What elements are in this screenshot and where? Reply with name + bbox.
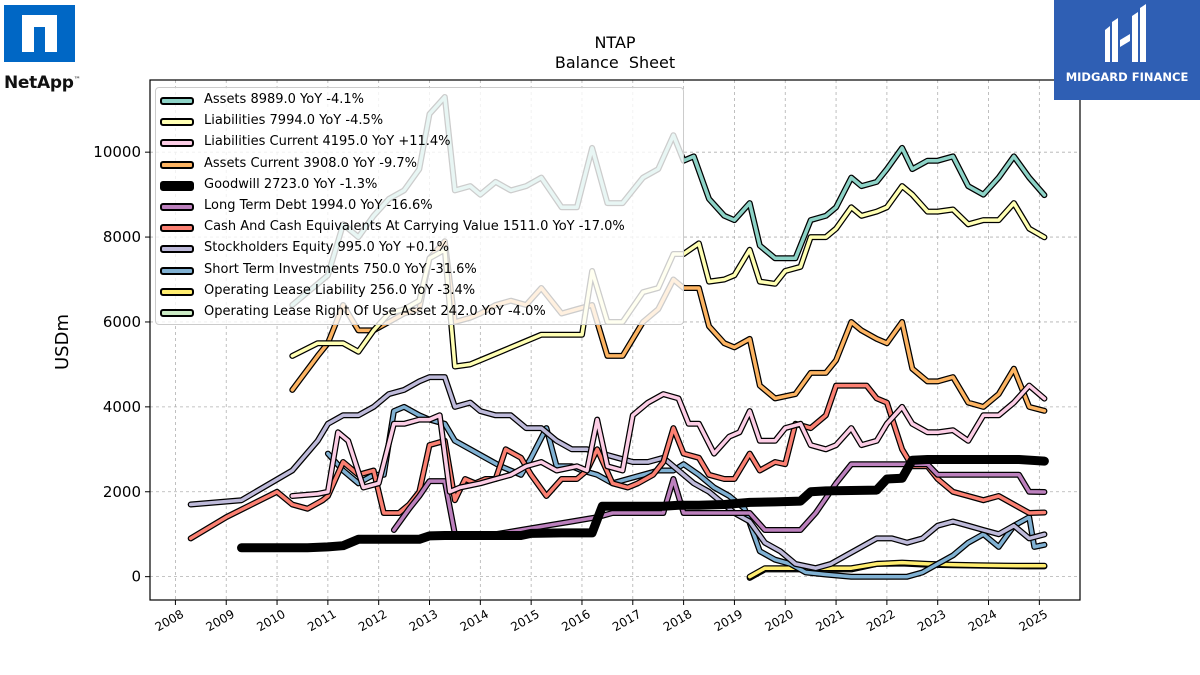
chart-title: NTAP — [594, 33, 635, 52]
legend-swatch — [160, 203, 194, 211]
x-tick-label: 2010 — [254, 607, 287, 634]
legend-label: Cash And Cash Equivalents At Carrying Va… — [204, 219, 625, 235]
netapp-logo-text: NetApp™ — [4, 73, 81, 93]
x-tick-label: 2008 — [153, 607, 186, 634]
legend-swatch — [160, 266, 194, 275]
y-tick-label: 4000 — [103, 398, 141, 416]
series-2-line — [290, 383, 1047, 498]
legend-label: Assets Current 3908.0 YoY -9.7% — [204, 155, 417, 171]
y-tick-label: 8000 — [103, 228, 141, 246]
x-tick-label: 2019 — [712, 607, 745, 634]
legend-swatch — [160, 139, 194, 148]
legend-label: Long Term Debt 1994.0 YoY -16.6% — [204, 198, 433, 213]
y-tick-label: 10000 — [93, 143, 141, 161]
x-tick-label: 2021 — [813, 607, 846, 634]
series-6-line — [188, 383, 1047, 541]
x-tick-label: 2023 — [915, 607, 948, 634]
legend-swatch — [160, 97, 194, 105]
midgard-finance-logo-text: MIDGARD FINANCE — [1065, 70, 1189, 84]
legend-label: Assets 8989.0 YoY -4.1% — [204, 92, 365, 107]
x-tick-label: 2020 — [763, 607, 796, 634]
x-tick-label: 2009 — [204, 607, 237, 634]
y-tick-label: 0 — [131, 568, 141, 586]
series-layer — [187, 94, 1049, 581]
y-axis-label: USDm — [52, 314, 73, 370]
legend-swatch — [160, 287, 194, 296]
x-tick-label: 2011 — [305, 607, 338, 634]
x-tick-label: 2016 — [559, 607, 592, 634]
x-tick-label: 2024 — [966, 607, 999, 634]
y-tick-label: 2000 — [103, 483, 141, 501]
chart-legend: Assets 8989.0 YoY -4.1% Liabilities 7994.… — [155, 87, 684, 325]
series-7-line — [188, 375, 1047, 570]
legend-swatch — [160, 160, 194, 169]
midgard-finance-logo-mark — [1105, 4, 1146, 62]
legend-swatch — [160, 180, 194, 191]
legend-swatch — [160, 224, 194, 233]
x-tick-label: 2017 — [610, 607, 643, 634]
legend-label: Operating Lease Right Of Use Asset 242.0… — [204, 304, 546, 319]
y-tick-label: 6000 — [103, 313, 141, 331]
x-tick-label: 2012 — [356, 607, 389, 634]
legend-label: Short Term Investments 750.0 YoY -31.6% — [204, 261, 477, 277]
legend-swatch — [160, 309, 194, 317]
legend-label: Stockholders Equity 995.0 YoY +0.1% — [204, 240, 450, 256]
x-tick-label: 2015 — [508, 607, 541, 634]
legend-label: Liabilities 7994.0 YoY -4.5% — [204, 113, 384, 129]
plot-frame — [149, 79, 1081, 601]
x-tick-label: 2022 — [864, 607, 897, 634]
series-4-outline — [237, 455, 1049, 553]
netapp-logo-mark — [4, 5, 75, 62]
x-tick-label: 2025 — [1017, 607, 1050, 634]
x-tick-label: 2018 — [661, 607, 694, 634]
legend-swatch — [160, 245, 194, 254]
x-tick-label: 2013 — [407, 607, 440, 634]
legend-label: Goodwill 2723.0 YoY -1.3% — [204, 176, 378, 192]
chart-subtitle: Balance Sheet — [555, 53, 675, 72]
legend-label: Liabilities Current 4195.0 YoY +11.4% — [204, 134, 451, 150]
midgard-finance-logo: MIDGARD FINANCE — [1054, 0, 1200, 100]
x-tick-label: 2014 — [458, 607, 491, 634]
legend-swatch — [160, 118, 194, 127]
legend-label: Operating Lease Liability 256.0 YoY -3.4… — [204, 282, 476, 298]
netapp-logo: NetApp™ — [4, 5, 84, 95]
